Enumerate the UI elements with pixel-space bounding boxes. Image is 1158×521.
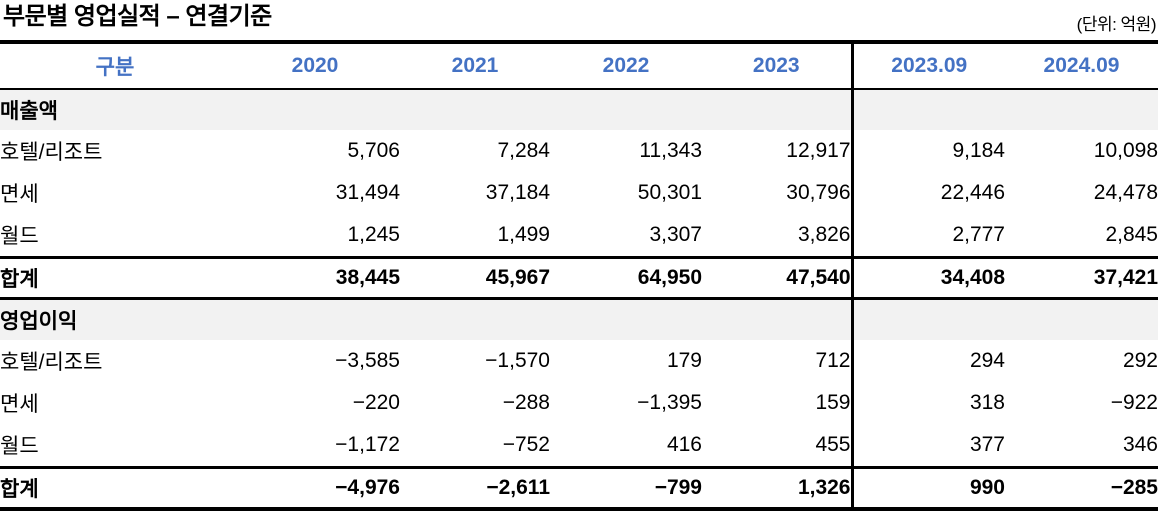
row-label: 면세 <box>0 393 39 416</box>
cell-value: 346 <box>1122 433 1158 456</box>
cell-value: −220 <box>352 391 400 414</box>
cell-value: −752 <box>502 433 550 456</box>
total-row-operating-profit: 합계 −4,976 −2,611 −799 1,326 990 −285 <box>0 466 1158 511</box>
column-header-2024-09: 2024.09 <box>1005 40 1158 90</box>
cell-value: −1,172 <box>335 433 400 456</box>
cell-value: 11,343 <box>639 139 702 162</box>
table-row: 호텔/리조트 −3,585 −1,570 179 712 294 292 <box>0 340 1158 382</box>
cell-value: 159 <box>815 391 851 414</box>
section-header-fill <box>850 298 1158 340</box>
table-row: 월드 1,245 1,499 3,307 3,826 2,777 2,845 <box>0 214 1158 258</box>
cell-value: −799 <box>550 466 702 511</box>
row-label: 월드 <box>0 225 39 248</box>
segment-performance-table: 구분 2020 2021 2022 2023 2023.09 2024.09 매… <box>0 40 1158 511</box>
column-header-2022: 2022 <box>550 40 702 90</box>
cell-value: 37,184 <box>485 181 550 204</box>
section-header-row-revenue: 매출액 <box>0 89 1158 130</box>
cell-value: 24,478 <box>1093 181 1158 204</box>
cell-value: 7,284 <box>497 139 550 162</box>
column-header-row: 구분 2020 2021 2022 2023 2023.09 2024.09 <box>0 40 1158 90</box>
cell-value: 5,706 <box>347 139 400 162</box>
cell-value: 12,917 <box>786 139 851 162</box>
table-row: 면세 −220 −288 −1,395 159 318 −922 <box>0 382 1158 424</box>
row-label: 합계 <box>0 256 230 300</box>
column-header-2023: 2023 <box>702 40 852 90</box>
row-label: 합계 <box>0 466 230 511</box>
cell-value: 2,845 <box>1105 223 1158 246</box>
cell-value: 2,777 <box>850 214 1005 258</box>
cell-value: 377 <box>850 424 1005 468</box>
cell-value: 1,499 <box>497 223 550 246</box>
cell-value: 10,098 <box>1093 139 1158 162</box>
cell-value: 47,540 <box>702 256 852 300</box>
table-row: 면세 31,494 37,184 50,301 30,796 22,446 24… <box>0 172 1158 214</box>
cell-value: −4,976 <box>230 466 400 511</box>
section-header-label: 매출액 <box>0 89 852 130</box>
cell-value: 37,421 <box>1005 256 1158 300</box>
row-label: 호텔/리조트 <box>0 351 103 374</box>
page-title: 부문별 영업실적 – 연결기준 <box>3 3 272 30</box>
cell-value: 416 <box>666 433 702 456</box>
table-row: 월드 −1,172 −752 416 455 377 346 <box>0 424 1158 468</box>
cell-value: 38,445 <box>230 256 400 300</box>
row-label: 호텔/리조트 <box>0 141 103 164</box>
cell-value: −285 <box>1005 466 1158 511</box>
cell-value: 45,967 <box>400 256 550 300</box>
column-header-gubun: 구분 <box>0 40 230 90</box>
table-row: 호텔/리조트 5,706 7,284 11,343 12,917 9,184 1… <box>0 130 1158 172</box>
cell-value: −1,395 <box>637 391 702 414</box>
cell-value: −3,585 <box>335 349 400 372</box>
total-row-revenue: 합계 38,445 45,967 64,950 47,540 34,408 37… <box>0 256 1158 300</box>
row-label: 월드 <box>0 435 39 458</box>
cell-value: 31,494 <box>335 181 400 204</box>
cell-value: 64,950 <box>550 256 702 300</box>
cell-value: 30,796 <box>786 181 851 204</box>
cell-value: 318 <box>850 382 1005 424</box>
cell-value: 34,408 <box>850 256 1005 300</box>
column-header-2021: 2021 <box>400 40 550 90</box>
column-header-2020: 2020 <box>230 40 400 90</box>
cell-value: −1,570 <box>485 349 550 372</box>
cell-value: 294 <box>850 340 1005 382</box>
cell-value: 179 <box>666 349 702 372</box>
cell-value: −288 <box>502 391 550 414</box>
row-label: 면세 <box>0 183 39 206</box>
cell-value: −2,611 <box>400 466 550 511</box>
unit-label: (단위: 억원) <box>1076 15 1157 34</box>
cell-value: 1,326 <box>702 466 852 511</box>
section-header-row-operating-profit: 영업이익 <box>0 298 1158 340</box>
section-header-label: 영업이익 <box>0 298 852 340</box>
cell-value: 455 <box>815 433 851 456</box>
cell-value: 9,184 <box>850 130 1005 172</box>
section-header-fill <box>850 89 1158 130</box>
cell-value: 3,826 <box>797 223 851 246</box>
cell-value: 50,301 <box>637 181 702 204</box>
column-header-2023-09: 2023.09 <box>850 40 1005 90</box>
table-header-bar: 부문별 영업실적 – 연결기준 (단위: 억원) <box>0 0 1158 40</box>
cell-value: 22,446 <box>850 172 1005 214</box>
cell-value: −922 <box>1110 391 1158 414</box>
cell-value: 990 <box>850 466 1005 511</box>
cell-value: 292 <box>1122 349 1158 372</box>
cell-value: 1,245 <box>347 223 400 246</box>
cell-value: 3,307 <box>649 223 702 246</box>
cell-value: 712 <box>815 349 851 372</box>
